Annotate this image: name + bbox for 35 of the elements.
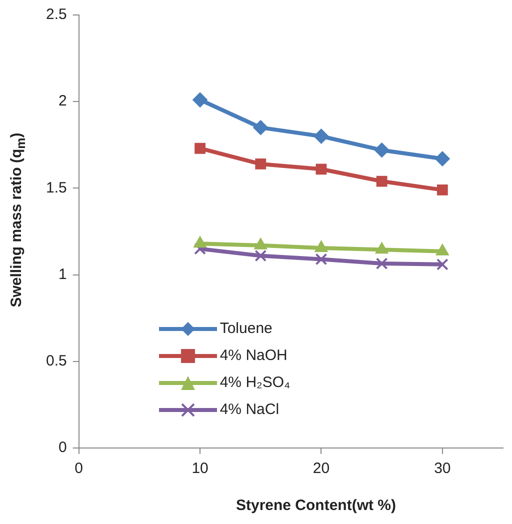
point	[375, 242, 388, 254]
point	[315, 253, 328, 266]
y-tick-label: 1.5	[46, 179, 67, 196]
point	[254, 238, 268, 250]
point	[193, 236, 207, 248]
point	[192, 92, 208, 108]
point	[253, 120, 268, 136]
y-tick-label: 0	[58, 439, 67, 456]
x-tick-label: 10	[192, 460, 208, 478]
point	[436, 258, 448, 270]
point	[376, 176, 388, 187]
y-tick-label: 2	[58, 92, 67, 110]
point	[436, 184, 448, 196]
point	[436, 244, 449, 256]
point	[376, 258, 388, 270]
x-tick-label: 0	[74, 460, 84, 478]
legend-label: 4% NaOH	[220, 347, 288, 364]
x-axis-title: Styrene Content(wt %)	[234, 497, 397, 514]
point	[194, 242, 206, 255]
x-tick-label: 20	[312, 460, 330, 478]
y-tick-label: 2.5	[46, 6, 67, 24]
point	[374, 142, 390, 158]
legend-label: 4% H₂SO₄	[220, 374, 290, 391]
y-tick-label: 1	[58, 266, 67, 283]
point	[194, 142, 206, 154]
legend-label: Toluene	[220, 320, 272, 337]
point	[254, 250, 267, 262]
y-tick-label: 0.5	[46, 352, 67, 370]
point	[255, 158, 266, 170]
legend-label: 4% NaCl	[220, 401, 280, 418]
x-tick-label: 30	[434, 460, 451, 478]
point	[316, 164, 327, 175]
point	[314, 240, 328, 252]
point	[314, 128, 329, 144]
point	[434, 151, 450, 166]
